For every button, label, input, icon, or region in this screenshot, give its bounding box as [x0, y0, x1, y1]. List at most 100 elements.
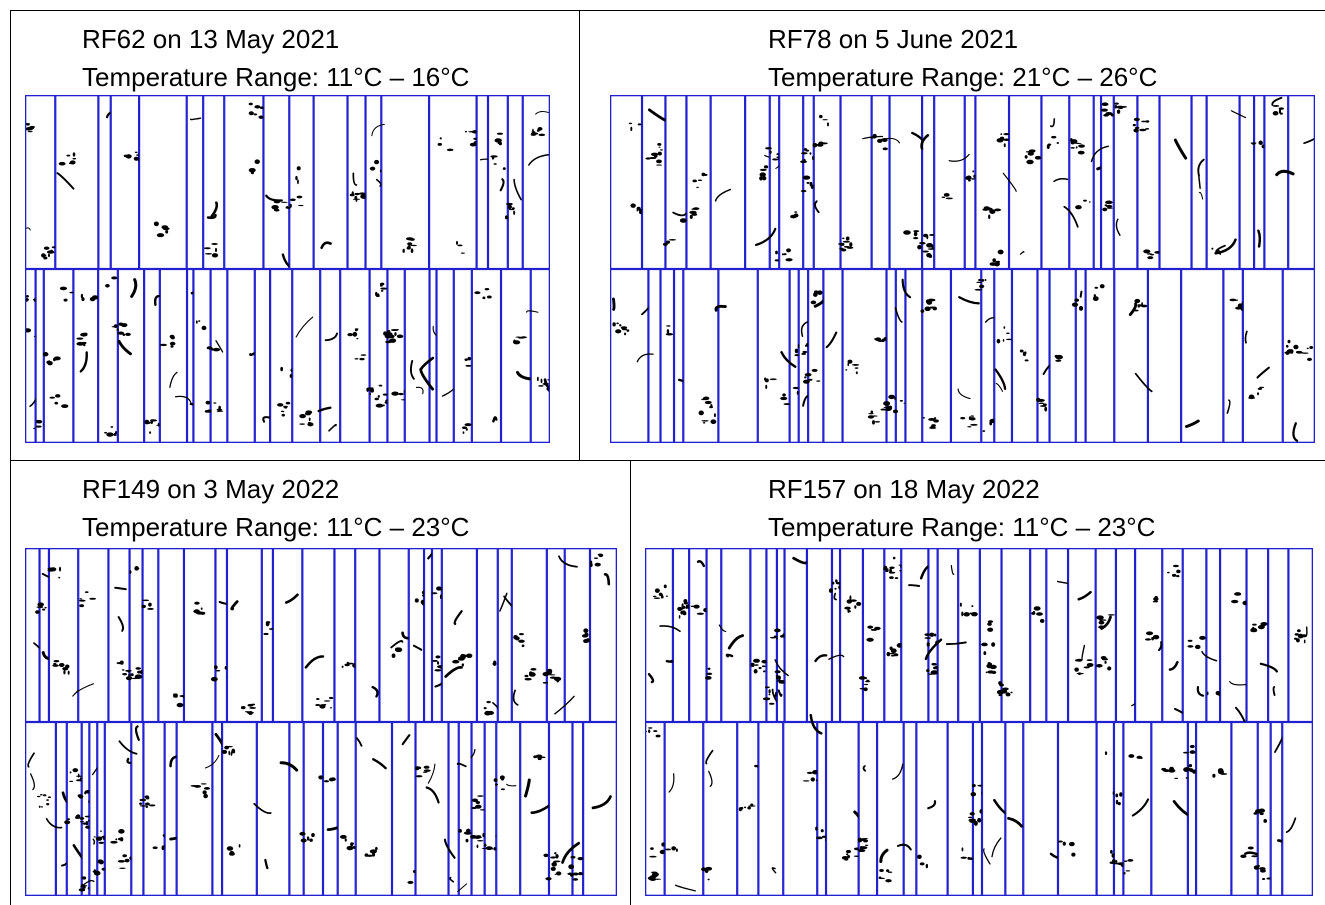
particle-shape [1002, 172, 1017, 192]
particle-shape [689, 214, 693, 219]
particle-shape [991, 837, 1002, 858]
particle-shape [842, 237, 845, 240]
particle-shape [410, 244, 417, 247]
particle-shape [987, 620, 994, 623]
image-strip [1067, 548, 1096, 723]
particle-shape [802, 175, 811, 180]
particle-shape [1147, 256, 1154, 260]
particle-shape [494, 783, 498, 786]
image-strip [783, 721, 818, 896]
particle-shape [768, 693, 771, 696]
particle-shape [1107, 666, 1112, 671]
image-strip [876, 721, 904, 896]
particle-shape [1253, 812, 1258, 815]
particle-shape [969, 417, 976, 421]
particle-shape [812, 301, 816, 304]
particle-shape [81, 876, 87, 880]
image-strip [530, 268, 550, 443]
particle-shape [1247, 846, 1254, 850]
particle-shape [506, 783, 517, 787]
particle-shape [961, 847, 964, 852]
particle-shape [262, 416, 271, 423]
particle-shape [925, 863, 929, 869]
particle-shape [801, 352, 807, 355]
particle-shape [210, 676, 218, 682]
particle-shape [1250, 142, 1257, 144]
particle-shape [809, 181, 813, 187]
particle-shape [649, 855, 657, 858]
image-strip [142, 548, 159, 723]
particle-shape [1251, 855, 1259, 858]
particle-shape [535, 111, 550, 115]
particle-shape [892, 556, 896, 560]
particle-shape [967, 856, 971, 860]
particle-shape [113, 432, 117, 436]
image-strip [289, 721, 304, 896]
particle-shape [323, 700, 331, 702]
image-strip [81, 721, 90, 896]
image-strip [431, 548, 442, 723]
particle-shape [1150, 253, 1155, 256]
particle-shape [1056, 141, 1059, 144]
image-strip [645, 548, 674, 723]
image-strip [35, 268, 44, 443]
particle-shape [1257, 392, 1260, 396]
particle-shape [460, 252, 465, 254]
particle-shape [202, 790, 207, 795]
image-strip [408, 548, 425, 723]
particle-shape [1114, 102, 1119, 105]
particle-shape [289, 203, 292, 208]
particle-shape [492, 660, 497, 666]
particle-shape [802, 780, 810, 782]
particle-shape [76, 775, 83, 777]
particle-shape [1256, 366, 1270, 379]
particle-shape [528, 153, 550, 166]
particle-shape [961, 611, 964, 617]
image-strip [641, 95, 666, 270]
particle-shape [165, 229, 169, 234]
particle-shape [1074, 667, 1079, 672]
particle-shape [419, 368, 435, 391]
particle-shape [116, 328, 119, 332]
particle-shape [273, 208, 280, 212]
particle-shape [72, 152, 76, 157]
particle-shape [324, 332, 339, 342]
image-strip [1093, 95, 1102, 270]
particle-shape [58, 662, 65, 667]
particle-shape [812, 770, 819, 775]
particle-shape [1145, 128, 1150, 130]
particle-shape [352, 172, 358, 186]
particle-shape [458, 828, 462, 833]
particle-shape [330, 777, 336, 782]
particle-shape [753, 669, 758, 674]
particle-shape [708, 770, 713, 787]
particle-shape [612, 297, 616, 311]
image-strip [1239, 95, 1255, 270]
particle-shape [203, 247, 211, 250]
particle-shape [1102, 207, 1108, 212]
particle-shape [971, 784, 976, 788]
strip-image [610, 95, 1315, 443]
particle-shape [394, 332, 397, 336]
particle-shape [811, 368, 818, 372]
particle-shape [323, 780, 329, 783]
particle-shape [943, 193, 950, 197]
particle-shape [550, 866, 556, 871]
particle-shape [1285, 344, 1289, 348]
particle-shape [76, 341, 85, 346]
particle-shape [434, 669, 442, 672]
particle-shape [329, 707, 333, 709]
particle-shape [616, 322, 619, 325]
particle-shape [493, 163, 497, 165]
particle-shape [216, 410, 224, 412]
particle-shape [873, 337, 880, 340]
particle-shape [530, 668, 537, 671]
particle-shape [899, 399, 903, 402]
particle-shape [95, 836, 103, 841]
particle-shape [567, 872, 574, 876]
particle-shape [572, 872, 579, 876]
particle-shape [693, 604, 700, 609]
particle-shape [781, 253, 784, 256]
particle-shape [156, 233, 165, 238]
image-strip [660, 268, 675, 443]
